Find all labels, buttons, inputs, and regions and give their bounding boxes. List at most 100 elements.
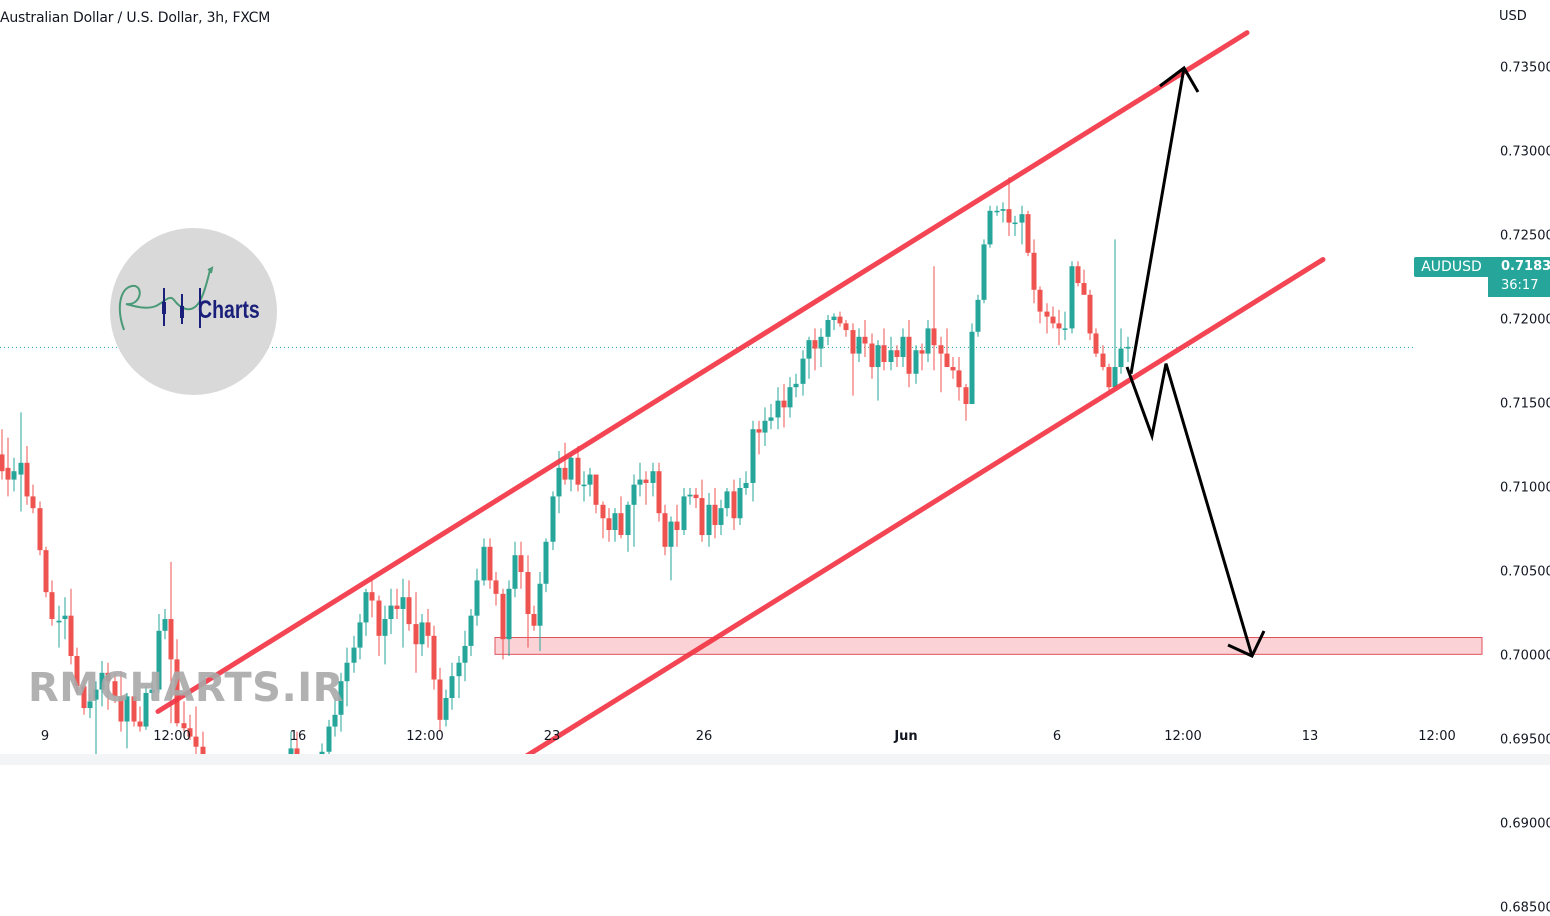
candle-body [787, 387, 793, 408]
ascending-channel[interactable] [155, 30, 1326, 765]
time-tick-label: 12:00 [406, 729, 444, 744]
candle-body [781, 400, 787, 408]
candle-body [1056, 323, 1062, 329]
price-tick-label: 0.71500 [1500, 396, 1550, 412]
candle-body [800, 358, 806, 384]
candle-body [1106, 367, 1112, 388]
candle-body [793, 383, 799, 388]
candle-body [1100, 353, 1106, 368]
candle-body [332, 714, 338, 727]
candle-body [699, 498, 705, 536]
candle-body [987, 210, 993, 245]
candle-body [137, 721, 143, 727]
time-tick-label: Jun [894, 729, 918, 744]
candle-body [875, 345, 881, 368]
candle-body [618, 513, 624, 536]
candle-body [1093, 333, 1099, 354]
candle-body [881, 345, 887, 362]
candle-body [656, 471, 662, 514]
candle-body [344, 662, 350, 682]
candle-body [1044, 311, 1050, 317]
candle-body [326, 726, 332, 752]
candle-body [431, 635, 437, 680]
candle-body [382, 619, 388, 636]
candle-body [938, 345, 944, 354]
candle-body [118, 696, 124, 722]
candle-body [743, 482, 749, 488]
candle-body [850, 330, 856, 354]
candle-body [105, 672, 111, 682]
candle-body [0, 454, 5, 472]
price-tick-label: 0.70500 [1500, 564, 1550, 580]
candle-body [900, 336, 906, 357]
last-price-value: 0.71837 [1501, 259, 1550, 274]
candle-body [643, 479, 649, 483]
candle-body [149, 689, 155, 693]
candle-body [1037, 289, 1043, 312]
time-tick-label: 13 [1301, 729, 1319, 744]
candle-body [1012, 222, 1018, 225]
support-zone-rect [494, 637, 1483, 655]
candle-body [49, 592, 55, 620]
candle-body [1125, 346, 1131, 349]
bottom-scrollbar[interactable] [0, 754, 1550, 765]
candle-body [812, 340, 818, 349]
candle-body [775, 400, 781, 418]
time-tick-label: 9 [40, 729, 50, 744]
projection-arrows[interactable] [1125, 65, 1266, 658]
candle-body [888, 350, 894, 362]
candle-body [1087, 294, 1093, 334]
time-tick-label: 26 [695, 729, 713, 744]
candle-body [43, 550, 49, 593]
candle-body [913, 350, 919, 374]
candle-body [950, 367, 956, 371]
price-tick-label: 0.69000 [1500, 816, 1550, 832]
candle-body [825, 320, 831, 337]
price-tick-label: 0.73500 [1500, 60, 1550, 76]
candle-body [11, 471, 17, 480]
candle-body [906, 336, 912, 374]
candle-body [400, 597, 406, 609]
candle-body [631, 484, 637, 505]
candle-body [74, 656, 80, 687]
support-zone[interactable] [494, 637, 1483, 655]
arrow-up-line [1129, 67, 1186, 375]
candle-body [693, 494, 699, 499]
candle-body [600, 504, 606, 519]
arrow-down-head-icon [1227, 630, 1266, 658]
price-tick-label: 0.68500 [1500, 900, 1550, 916]
candle-body [388, 605, 394, 620]
candle-body [625, 504, 631, 536]
candle-body [1112, 367, 1118, 388]
candle-body [969, 331, 975, 404]
arrow-down-zigzag [1125, 363, 1254, 657]
candle-body [925, 328, 931, 354]
price-chart-canvas[interactable] [0, 0, 1550, 765]
candle-body [5, 467, 11, 480]
candle-body [351, 647, 357, 663]
candle-body [762, 420, 768, 433]
candle-body [575, 457, 581, 485]
candle-body [1062, 328, 1068, 330]
candle-body [681, 496, 687, 530]
logo-text: Charts [198, 296, 260, 324]
candle-body [956, 370, 962, 388]
candle-body [568, 457, 574, 480]
candle-body [30, 496, 36, 509]
candle-body [674, 521, 680, 530]
candle-body [81, 686, 87, 709]
candle-body [919, 350, 925, 354]
candle-body [162, 619, 168, 631]
rm-charts-logo: Charts [110, 228, 277, 395]
price-tick-label: 0.69500 [1500, 732, 1550, 748]
candle-body [869, 343, 875, 368]
time-tick-label: 6 [1052, 729, 1062, 744]
candle-body [1069, 266, 1075, 329]
candle-body [724, 491, 730, 509]
candle-body [994, 210, 1000, 213]
last-price-badge: 0.71837 36:17 [1488, 257, 1550, 297]
candle-body [894, 350, 900, 357]
candle-body [156, 630, 162, 690]
candle-body [99, 672, 105, 690]
candle-body [550, 496, 556, 542]
